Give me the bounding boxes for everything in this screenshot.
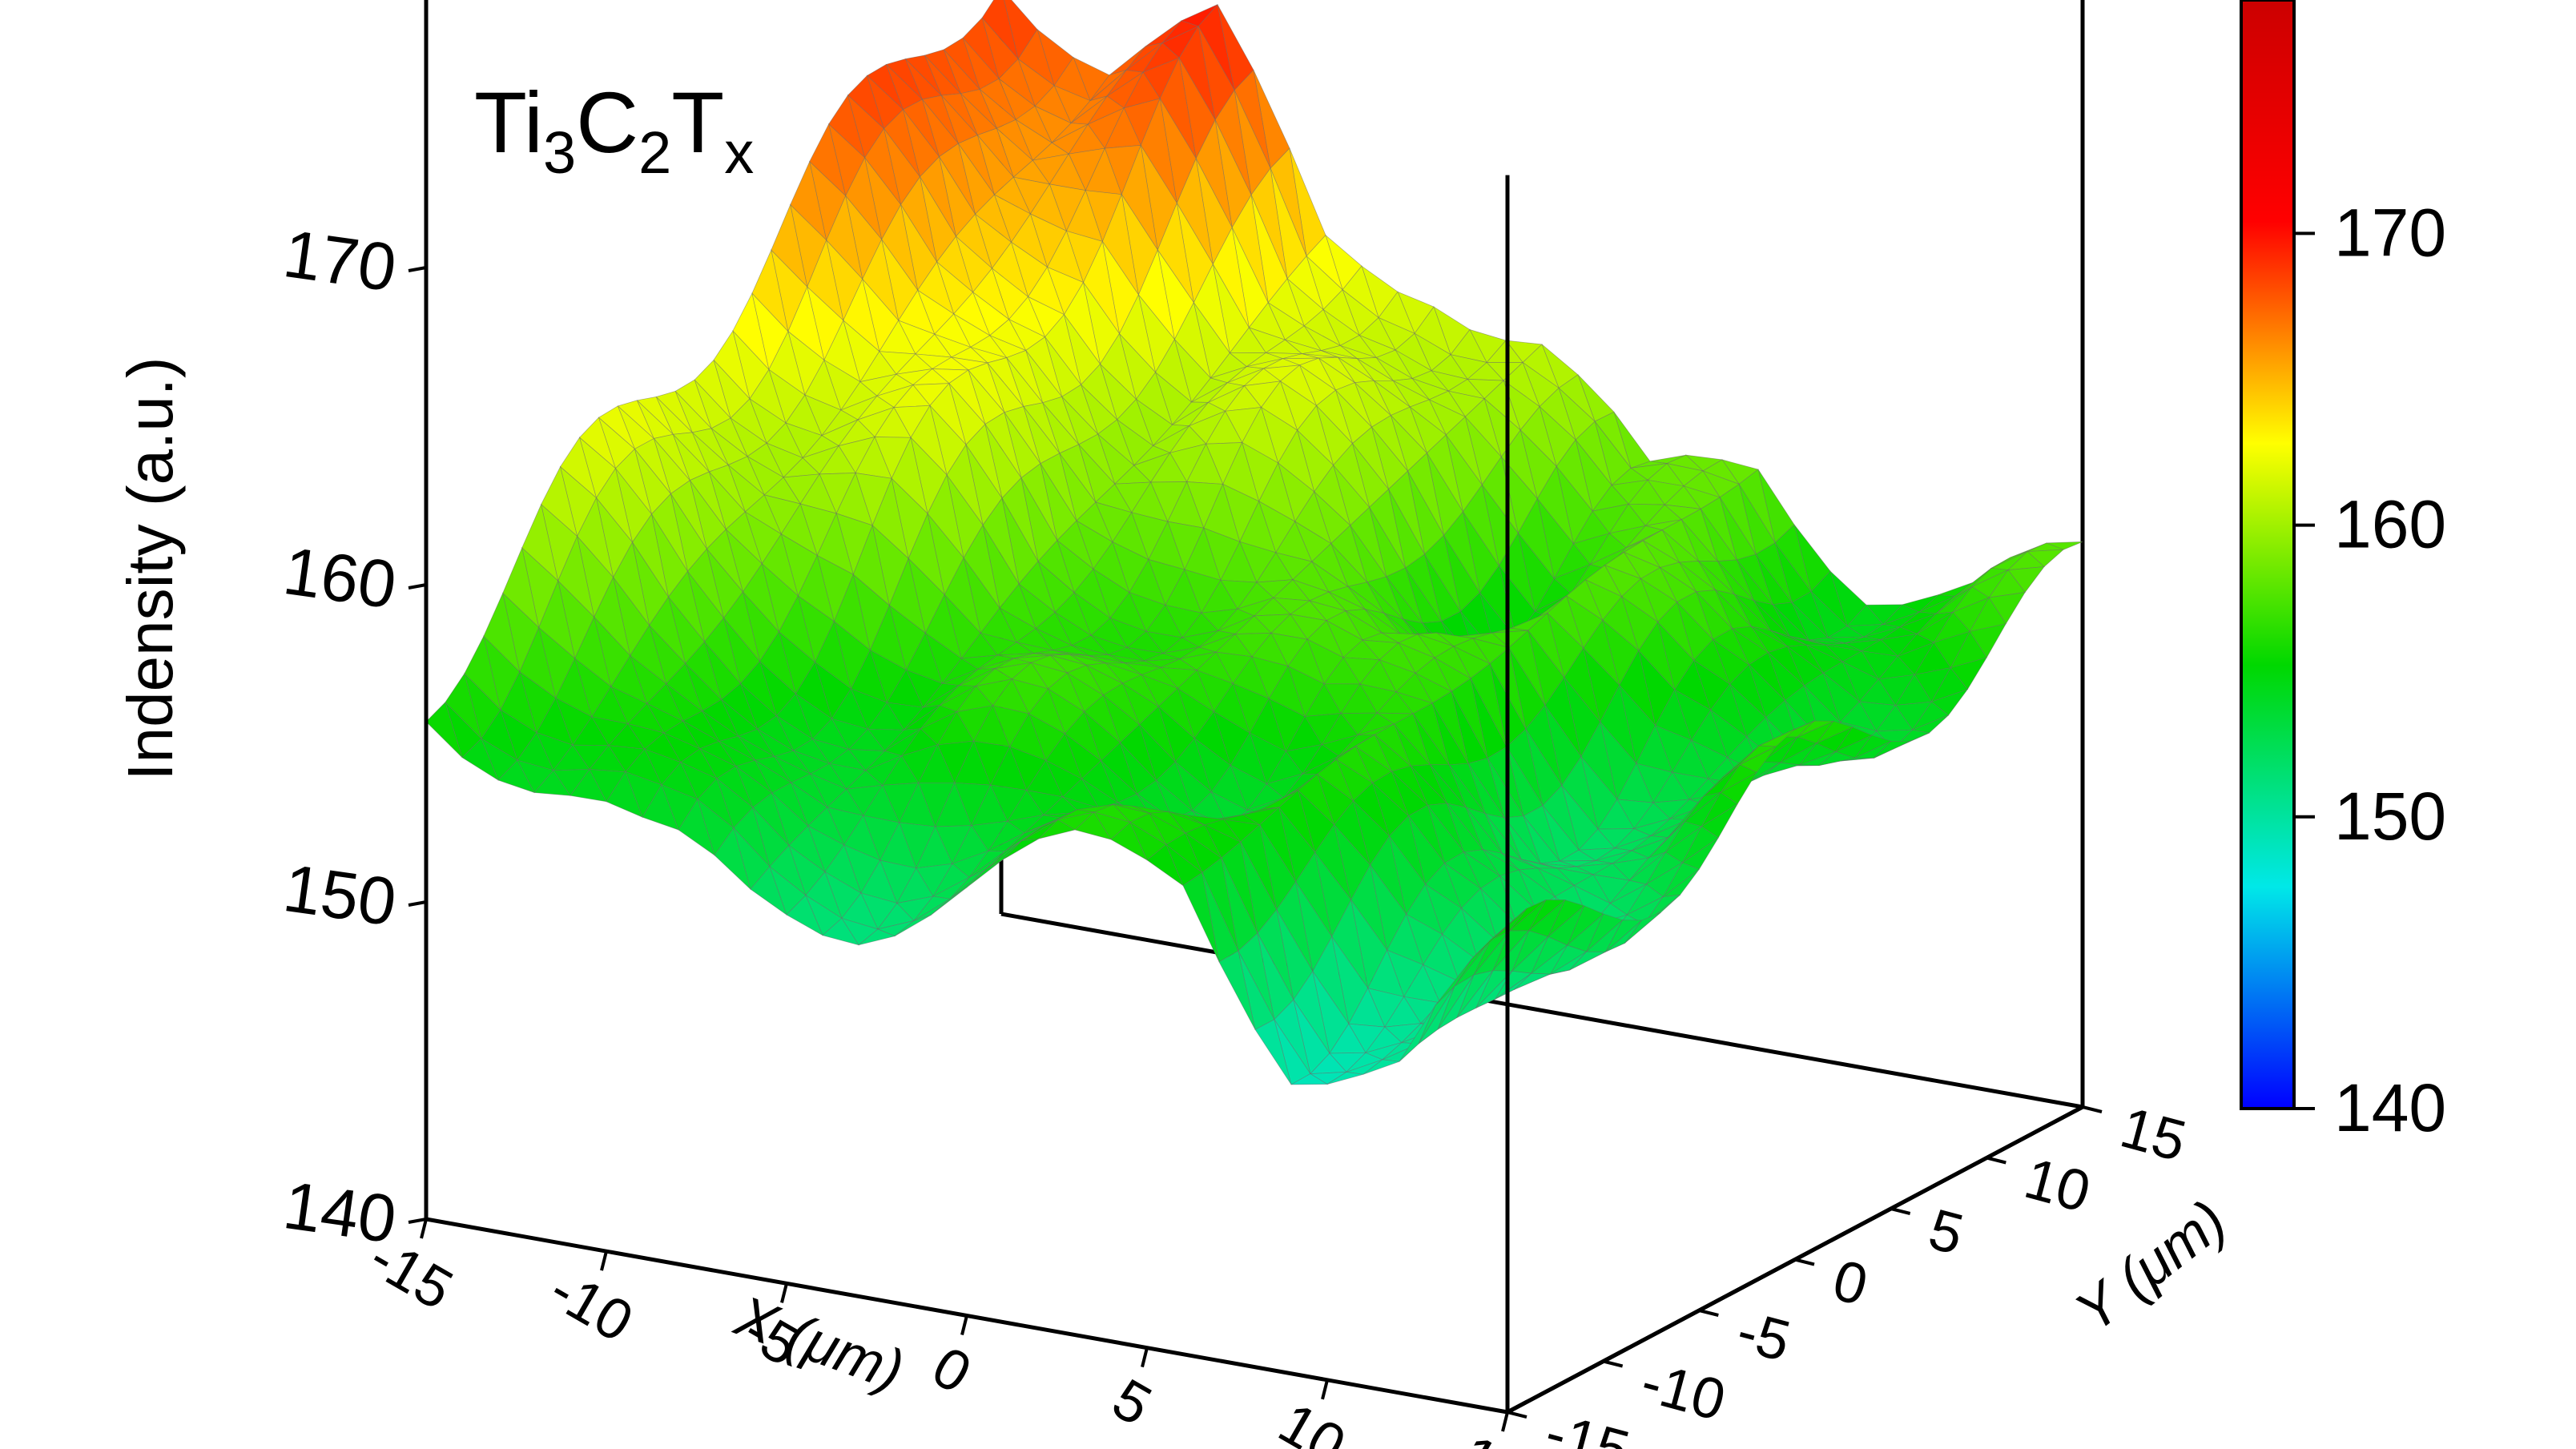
x-tick-label: -10 xyxy=(539,1258,643,1354)
x-tick-label: 15 xyxy=(1448,1423,1536,1449)
surface-facet xyxy=(642,783,679,831)
surface-facet xyxy=(966,859,1004,888)
surface-facet xyxy=(858,928,896,946)
surface-facet xyxy=(1218,950,1256,1030)
x-tick-mark xyxy=(1501,1411,1509,1432)
z-tick-label: 140 xyxy=(280,1167,401,1258)
colorbar-tick-label: 140 xyxy=(2334,1070,2446,1145)
y-tick-label: -5 xyxy=(1731,1299,1797,1375)
y-tick-mark xyxy=(1794,1258,1815,1266)
surface-facet xyxy=(1074,811,1112,840)
z-tick-label: 170 xyxy=(280,215,401,306)
y-tick-mark xyxy=(1507,1411,1527,1419)
y-axis-label: Y (μm) xyxy=(2063,1189,2238,1345)
surface-facet xyxy=(1182,871,1220,963)
surface-facet xyxy=(714,827,751,891)
y-tick-mark xyxy=(2082,1105,2103,1113)
x-tick-label: 10 xyxy=(1268,1391,1355,1449)
y-tick-label: 15 xyxy=(2114,1096,2192,1174)
z-tick-mark xyxy=(408,900,427,907)
z-tick-label: 150 xyxy=(280,850,401,940)
surface-facet xyxy=(1362,1059,1400,1075)
x-tick-mark xyxy=(1321,1379,1329,1400)
y-tick-mark xyxy=(1603,1359,1624,1368)
y-tick-label: 10 xyxy=(2019,1146,2097,1225)
chart-title: Ti3C2Tx xyxy=(474,74,754,186)
x-tick-mark xyxy=(960,1315,968,1335)
x-tick-mark xyxy=(1141,1347,1149,1368)
z-axis: 140 150 160 170 xyxy=(280,215,427,1258)
z-tick-label: 160 xyxy=(280,533,401,623)
surface-facet xyxy=(930,887,968,916)
x-tick-mark xyxy=(420,1218,428,1239)
surface-facet xyxy=(425,702,463,758)
surface-facet xyxy=(533,770,571,796)
y-tick-label: 5 xyxy=(1922,1197,1970,1268)
colorbar-scale xyxy=(2240,0,2296,1110)
surface-facet xyxy=(1146,843,1184,887)
surface-facet xyxy=(497,759,535,794)
z-axis-label: Indensity (a.u.) xyxy=(115,356,186,780)
surface-facet xyxy=(1290,1073,1329,1085)
colorbar: 140 150 160 170 xyxy=(2240,0,2446,1145)
surface-facet xyxy=(678,799,715,856)
y-tick-label: 0 xyxy=(1826,1248,1874,1318)
surface-facet xyxy=(570,768,607,803)
colorbar-tick-label: 160 xyxy=(2334,487,2446,562)
x-tick-mark xyxy=(780,1282,788,1303)
surface-facet xyxy=(822,917,859,946)
surface-facet xyxy=(1002,838,1040,860)
y-tick-mark xyxy=(1890,1207,1911,1215)
surface-facet xyxy=(1399,1004,1436,1062)
x-tick-label: 5 xyxy=(1102,1366,1162,1438)
back-frame-edge xyxy=(1000,912,2083,1109)
surface-facet xyxy=(786,895,823,936)
y-tick-mark xyxy=(1698,1309,1719,1317)
intensity-surface xyxy=(425,0,2083,1085)
surface-facet xyxy=(1326,1072,1364,1085)
surface-facet xyxy=(1435,959,1472,1006)
colorbar-tick-label: 170 xyxy=(2334,195,2446,270)
y-tick-label: -15 xyxy=(1539,1401,1636,1449)
surface-facet xyxy=(1037,819,1076,839)
y-tick-label: -10 xyxy=(1635,1350,1732,1433)
surface-facet xyxy=(750,866,787,916)
x-tick-label: 0 xyxy=(922,1334,982,1406)
surface-facet xyxy=(461,738,499,781)
z-tick-mark xyxy=(408,266,427,272)
surface-facet xyxy=(894,915,932,937)
surface-facet xyxy=(1471,926,1508,960)
x-tick-mark xyxy=(600,1250,608,1271)
surface-facet xyxy=(1254,1019,1292,1085)
y-tick-mark xyxy=(1986,1156,2006,1165)
y-axis-label-group: Y (μm) xyxy=(2063,1189,2238,1345)
surface-facet xyxy=(606,771,643,818)
z-tick-mark xyxy=(408,583,427,590)
surface-facet xyxy=(1110,822,1148,861)
colorbar-tick-label: 150 xyxy=(2334,779,2446,854)
z-tick-mark xyxy=(408,1218,427,1224)
